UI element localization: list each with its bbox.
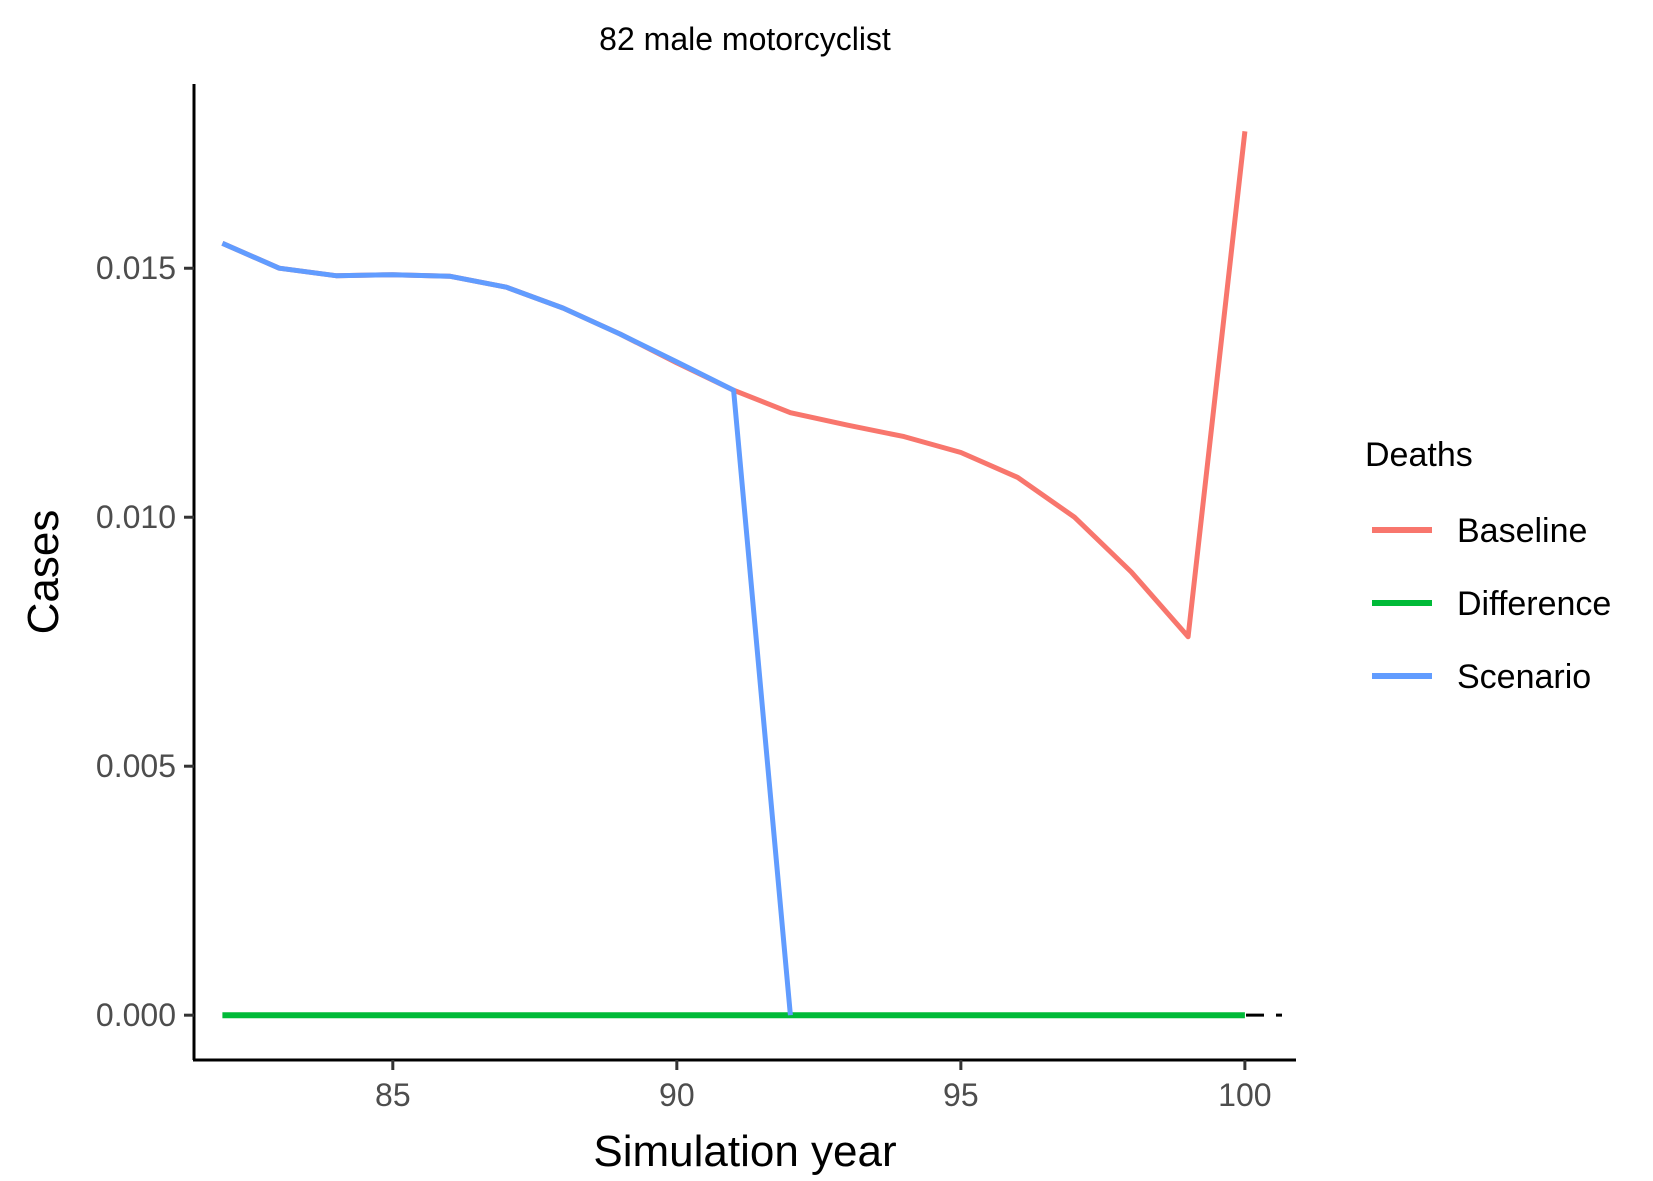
legend-label-baseline: Baseline bbox=[1457, 512, 1587, 550]
x-tick-label: 100 bbox=[1218, 1077, 1271, 1113]
series-line-baseline bbox=[221, 131, 1248, 640]
legend: Deaths Baseline Difference Scenario bbox=[1365, 436, 1611, 696]
x-tick-label: 90 bbox=[659, 1077, 695, 1113]
x-axis-ticks: 85 90 95 100 bbox=[375, 1060, 1272, 1113]
legend-label-scenario: Scenario bbox=[1457, 658, 1591, 696]
y-tick-label: 0.010 bbox=[96, 499, 176, 535]
x-tick-label: 85 bbox=[375, 1077, 411, 1113]
chart-title: 82 male motorcyclist bbox=[599, 21, 891, 57]
legend-title: Deaths bbox=[1365, 436, 1473, 474]
legend-entries: Baseline Difference Scenario bbox=[1372, 512, 1611, 696]
series-line-scenario bbox=[221, 241, 793, 1016]
x-tick-label: 95 bbox=[943, 1077, 979, 1113]
x-axis-title: Simulation year bbox=[593, 1127, 896, 1176]
legend-label-difference: Difference bbox=[1457, 585, 1611, 623]
series-layer bbox=[221, 131, 1248, 1019]
y-axis-title: Cases bbox=[19, 510, 68, 635]
y-tick-label: 0.015 bbox=[96, 250, 176, 286]
y-axis-ticks: 0.000 0.005 0.010 0.015 bbox=[96, 250, 194, 1033]
plot-area bbox=[221, 131, 1282, 1019]
y-tick-label: 0.000 bbox=[96, 997, 176, 1033]
y-tick-label: 0.005 bbox=[96, 748, 176, 784]
